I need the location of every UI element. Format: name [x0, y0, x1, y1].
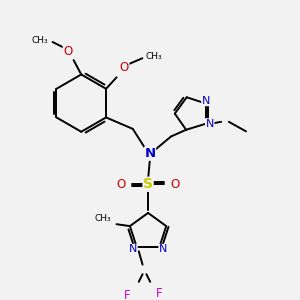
Text: F: F: [124, 289, 130, 300]
Text: CH₃: CH₃: [32, 36, 49, 45]
Text: N: N: [144, 147, 155, 160]
Text: O: O: [170, 178, 179, 191]
Text: CH₃: CH₃: [95, 214, 112, 223]
Text: CH₃: CH₃: [146, 52, 162, 61]
Text: N: N: [206, 119, 214, 129]
Text: N: N: [202, 96, 210, 106]
Text: N: N: [159, 244, 167, 254]
Text: O: O: [117, 178, 126, 191]
Text: O: O: [120, 61, 129, 74]
Text: N: N: [129, 244, 137, 254]
Text: F: F: [155, 287, 162, 300]
Text: S: S: [143, 177, 153, 191]
Text: O: O: [63, 45, 73, 58]
